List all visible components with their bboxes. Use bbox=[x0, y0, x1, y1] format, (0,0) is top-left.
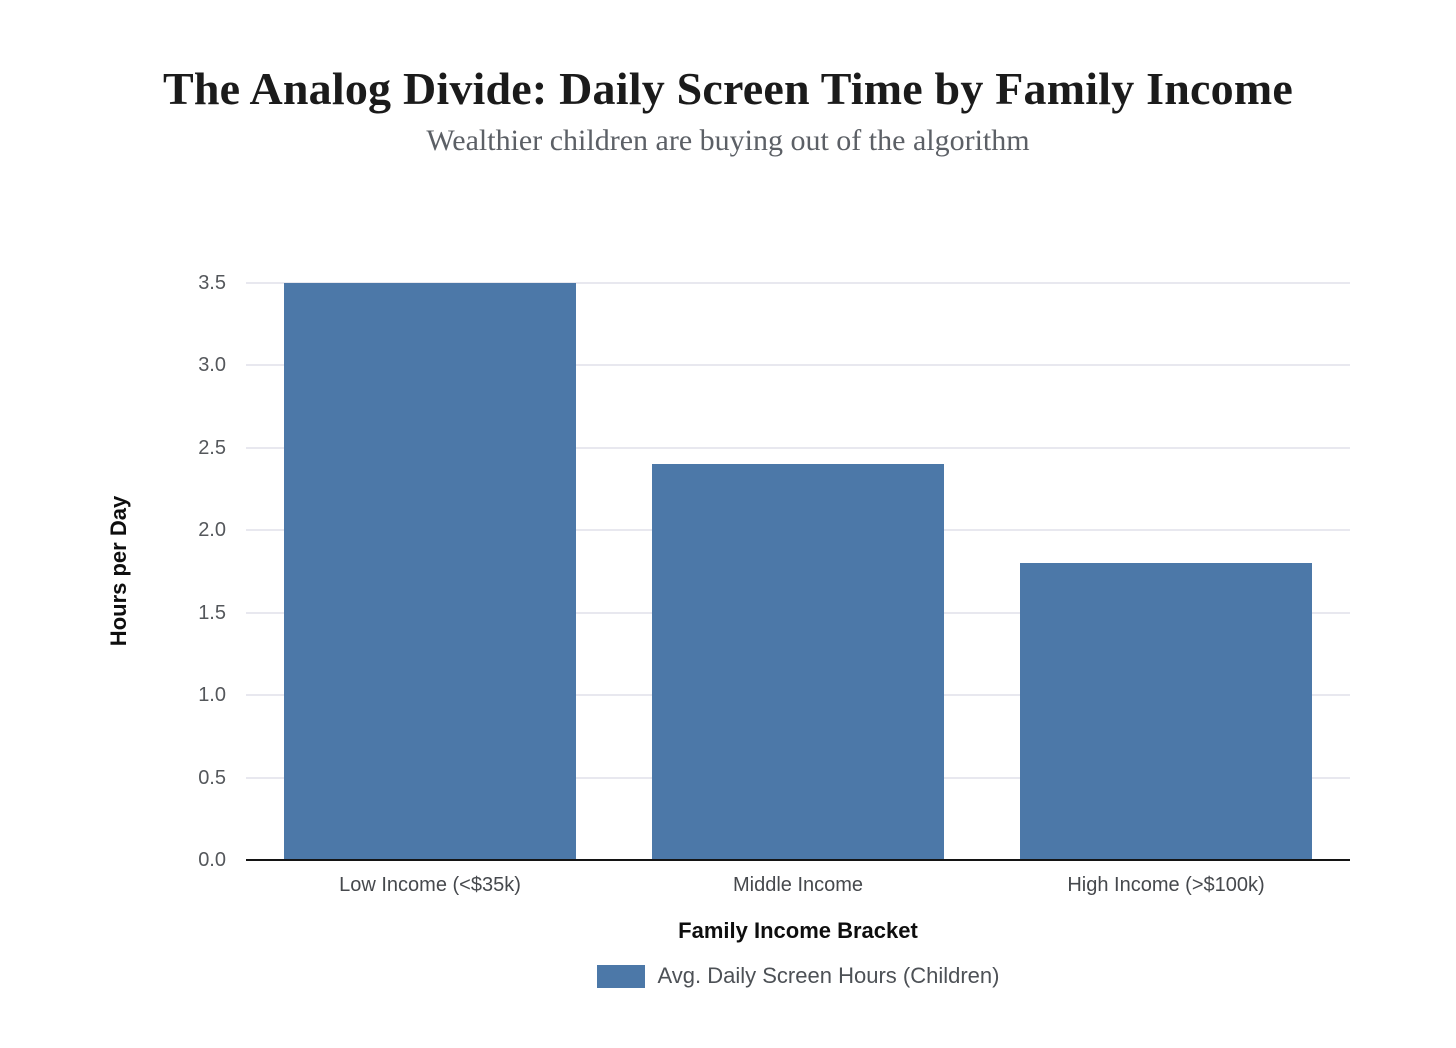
chart-title: The Analog Divide: Daily Screen Time by … bbox=[163, 63, 1293, 114]
y-tick-label: 1.5 bbox=[198, 601, 226, 624]
y-tick-label: 2.0 bbox=[198, 519, 226, 542]
legend: Avg. Daily Screen Hours (Children) bbox=[246, 963, 1350, 989]
x-tick-label: Low Income (<$35k) bbox=[339, 874, 521, 896]
x-axis-line bbox=[246, 859, 1350, 861]
y-tick-label: 0.5 bbox=[198, 766, 226, 789]
y-tick-label: 3.5 bbox=[198, 272, 226, 294]
gridline bbox=[246, 282, 1350, 284]
chart-subtitle: Wealthier children are buying out of the… bbox=[426, 124, 1030, 157]
bar-1 bbox=[284, 283, 576, 860]
legend-label: Avg. Daily Screen Hours (Children) bbox=[657, 963, 1000, 988]
y-tick-label: 1.0 bbox=[198, 684, 226, 707]
y-tick-label: 3.0 bbox=[198, 354, 226, 377]
x-tick-label: High Income (>$100k) bbox=[1067, 874, 1265, 896]
x-axis-title: Family Income Bracket bbox=[678, 918, 918, 943]
y-tick-label: 2.5 bbox=[198, 436, 226, 459]
legend-swatch bbox=[596, 964, 645, 988]
y-tick-label: 0.0 bbox=[198, 849, 226, 871]
gridline bbox=[246, 364, 1350, 367]
gridline bbox=[246, 446, 1350, 449]
bar-3 bbox=[1020, 563, 1312, 860]
x-tick-label: Middle Income bbox=[732, 874, 864, 896]
plot-area bbox=[246, 282, 1350, 860]
bar-2 bbox=[652, 464, 944, 860]
